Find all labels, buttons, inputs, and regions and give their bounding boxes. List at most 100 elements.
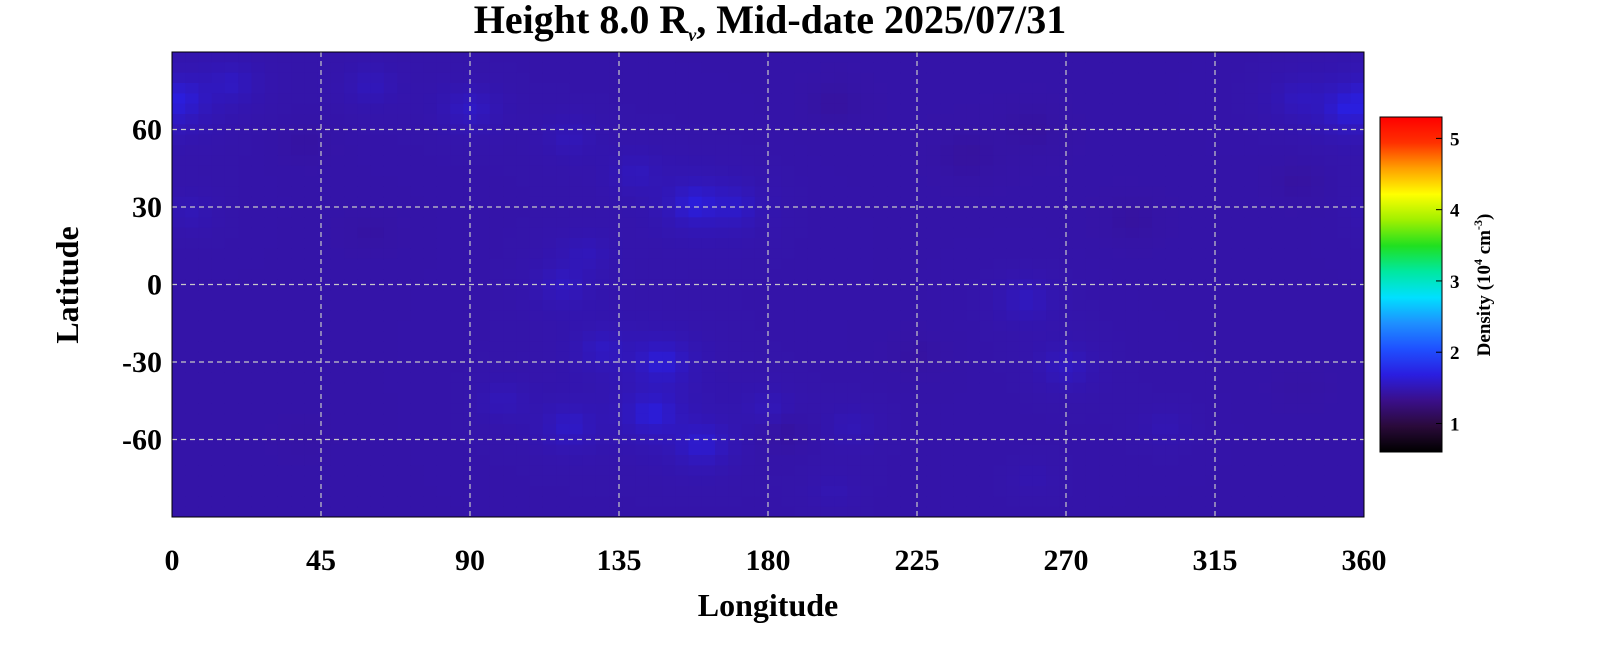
heat-cell — [1231, 227, 1246, 239]
heat-cell — [1178, 403, 1193, 415]
heat-cell — [847, 486, 862, 497]
heat-cell — [1271, 248, 1286, 260]
heat-cell — [476, 155, 491, 167]
heat-cell — [198, 496, 213, 508]
heat-cell — [304, 62, 319, 74]
heat-cell — [1337, 52, 1352, 63]
heat-cell — [463, 134, 478, 146]
heat-cell — [1178, 413, 1193, 425]
heat-cell — [503, 155, 517, 167]
heat-cell — [569, 444, 584, 456]
heat-cell — [1218, 52, 1233, 63]
heat-cell — [609, 155, 623, 167]
heat-cell — [569, 331, 584, 342]
heat-cell — [728, 248, 743, 260]
heat-cell — [198, 176, 213, 187]
heat-cell — [953, 248, 968, 260]
heat-cell — [277, 52, 292, 63]
heat-cell — [715, 300, 729, 311]
heat-cell — [781, 351, 796, 363]
heat-cell — [211, 320, 226, 332]
heat-cell — [794, 413, 809, 425]
heat-cell — [662, 300, 676, 311]
heat-cell — [1138, 155, 1153, 167]
heat-cell — [993, 52, 1007, 63]
heat-cell — [516, 289, 531, 301]
heat-cell — [304, 258, 319, 270]
heat-cell — [344, 165, 359, 177]
heat-cell — [993, 506, 1007, 517]
heat-cell — [317, 331, 332, 342]
heat-cell — [1072, 134, 1087, 146]
heat-cell — [1297, 320, 1312, 332]
heat-cell — [317, 486, 332, 497]
heat-cell — [357, 217, 372, 229]
heat-cell — [913, 393, 928, 404]
heat-cell — [1205, 341, 1219, 353]
heat-cell — [264, 114, 279, 125]
heat-cell — [1231, 238, 1246, 249]
heat-cell — [556, 424, 570, 435]
heat-cell — [1244, 196, 1259, 208]
heat-cell — [847, 372, 862, 384]
heat-cell — [595, 248, 610, 260]
heat-cell — [979, 465, 994, 477]
heat-cell — [1297, 362, 1312, 373]
heat-cell — [1244, 434, 1259, 446]
heat-cell — [979, 155, 994, 167]
heat-cell — [1125, 248, 1140, 260]
heat-cell — [648, 124, 663, 136]
heat-cell — [1125, 62, 1140, 74]
heat-cell — [1297, 155, 1312, 167]
heat-cell — [1244, 269, 1259, 280]
heat-cell — [1218, 186, 1233, 198]
heat-cell — [926, 465, 941, 477]
heat-cell — [966, 176, 981, 187]
heat-cell — [993, 310, 1007, 322]
heat-cell — [344, 248, 359, 260]
heat-cell — [370, 227, 385, 239]
heat-cell — [569, 403, 584, 415]
heat-cell — [264, 455, 279, 466]
heat-cell — [1072, 155, 1087, 167]
heat-cell — [476, 186, 491, 198]
heat-cell — [979, 227, 994, 239]
heat-cell — [754, 269, 769, 280]
heat-cell — [1165, 145, 1180, 156]
heat-cell — [675, 248, 690, 260]
heat-cell — [1099, 465, 1113, 477]
heat-cell — [807, 351, 822, 363]
heat-cell — [847, 455, 862, 466]
heat-cell — [701, 413, 716, 425]
heat-cell — [1046, 124, 1060, 136]
heat-cell — [383, 506, 398, 517]
heat-cell — [1191, 475, 1206, 487]
heat-cell — [1032, 362, 1047, 373]
heat-cell — [410, 506, 425, 517]
heat-cell — [185, 62, 200, 74]
heat-cell — [715, 83, 729, 94]
heat-cell — [1165, 238, 1180, 249]
heat-cell — [542, 362, 557, 373]
heat-cell — [556, 289, 570, 301]
heat-cell — [1191, 444, 1206, 456]
heat-cell — [476, 103, 491, 115]
heat-cell — [847, 269, 862, 280]
heat-cell — [648, 465, 663, 477]
heat-cell — [1099, 155, 1113, 167]
heat-cell — [1191, 83, 1206, 94]
heat-cell — [344, 207, 359, 218]
heat-cell — [648, 393, 663, 404]
heat-cell — [1138, 103, 1153, 115]
heat-cell — [1112, 444, 1127, 456]
heat-cell — [569, 269, 584, 280]
heat-cell — [1324, 83, 1339, 94]
heat-cell — [794, 455, 809, 466]
heat-cell — [966, 444, 981, 456]
heat-cell — [873, 486, 888, 497]
heat-cell — [357, 62, 372, 74]
heat-cell — [715, 382, 729, 394]
heat-cell — [794, 320, 809, 332]
heat-cell — [781, 83, 796, 94]
